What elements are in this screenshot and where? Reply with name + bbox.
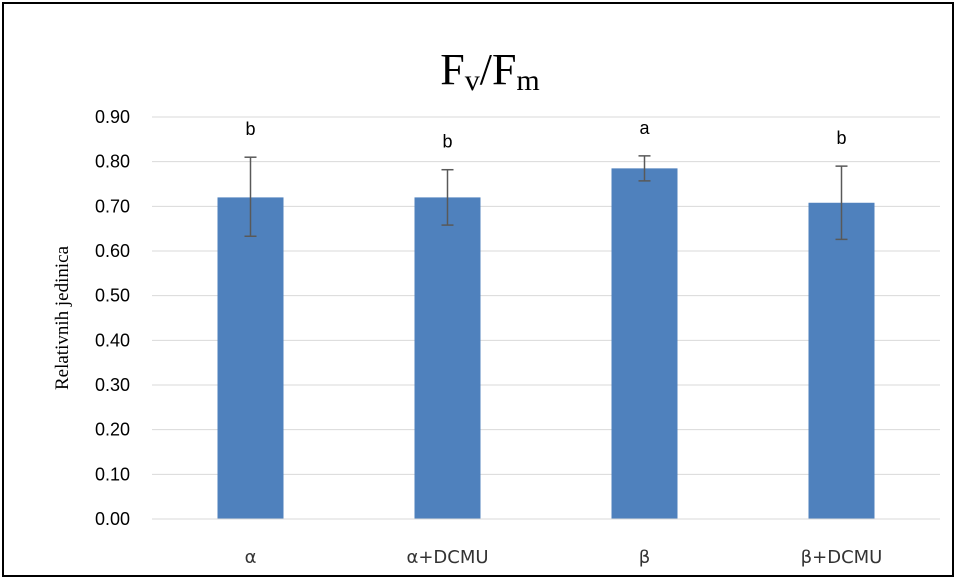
x-category-labels: α α+DCMU β β+DCMU — [245, 547, 883, 568]
error-bar — [638, 155, 651, 182]
bar — [808, 202, 875, 519]
error-bar — [835, 165, 848, 241]
y-tick-label: 0.00 — [95, 509, 130, 529]
y-tick-label: 0.20 — [95, 420, 130, 440]
x-category-label: α+DCMU — [406, 547, 488, 568]
y-tick-label: 0.60 — [95, 241, 130, 261]
significance-label: b — [836, 128, 846, 148]
error-bar — [441, 168, 454, 226]
bars — [152, 168, 940, 520]
title-separator: /F — [480, 45, 517, 94]
chart-title: Fv/Fm — [440, 45, 540, 97]
x-category-label: β+DCMU — [801, 547, 883, 568]
y-axis-title: Relativnih jedinica — [52, 245, 73, 390]
x-category-label: β — [639, 547, 651, 568]
error-bars — [244, 155, 848, 241]
y-tick-label: 0.90 — [95, 107, 130, 127]
x-category-label: α — [245, 547, 257, 568]
significance-label: a — [639, 118, 650, 138]
y-tick-labels: 0.00 0.10 0.20 0.30 0.40 0.50 0.60 0.70 0.80 0.90 — [95, 107, 130, 529]
y-tick-label: 0.40 — [95, 330, 130, 350]
y-tick-label: 0.70 — [95, 196, 130, 216]
bar — [611, 168, 678, 519]
significance-label: b — [442, 132, 452, 152]
y-tick-label: 0.30 — [95, 375, 130, 395]
title-sub-v: v — [465, 64, 480, 97]
bar — [414, 197, 481, 519]
title-sub-m: m — [516, 64, 539, 97]
y-tick-label: 0.10 — [95, 464, 130, 484]
y-tick-label: 0.80 — [95, 152, 130, 172]
title-main: F — [440, 45, 464, 94]
error-bar — [244, 156, 257, 238]
y-tick-label: 0.50 — [95, 286, 130, 306]
bar — [217, 197, 284, 519]
significance-label: b — [245, 119, 255, 139]
